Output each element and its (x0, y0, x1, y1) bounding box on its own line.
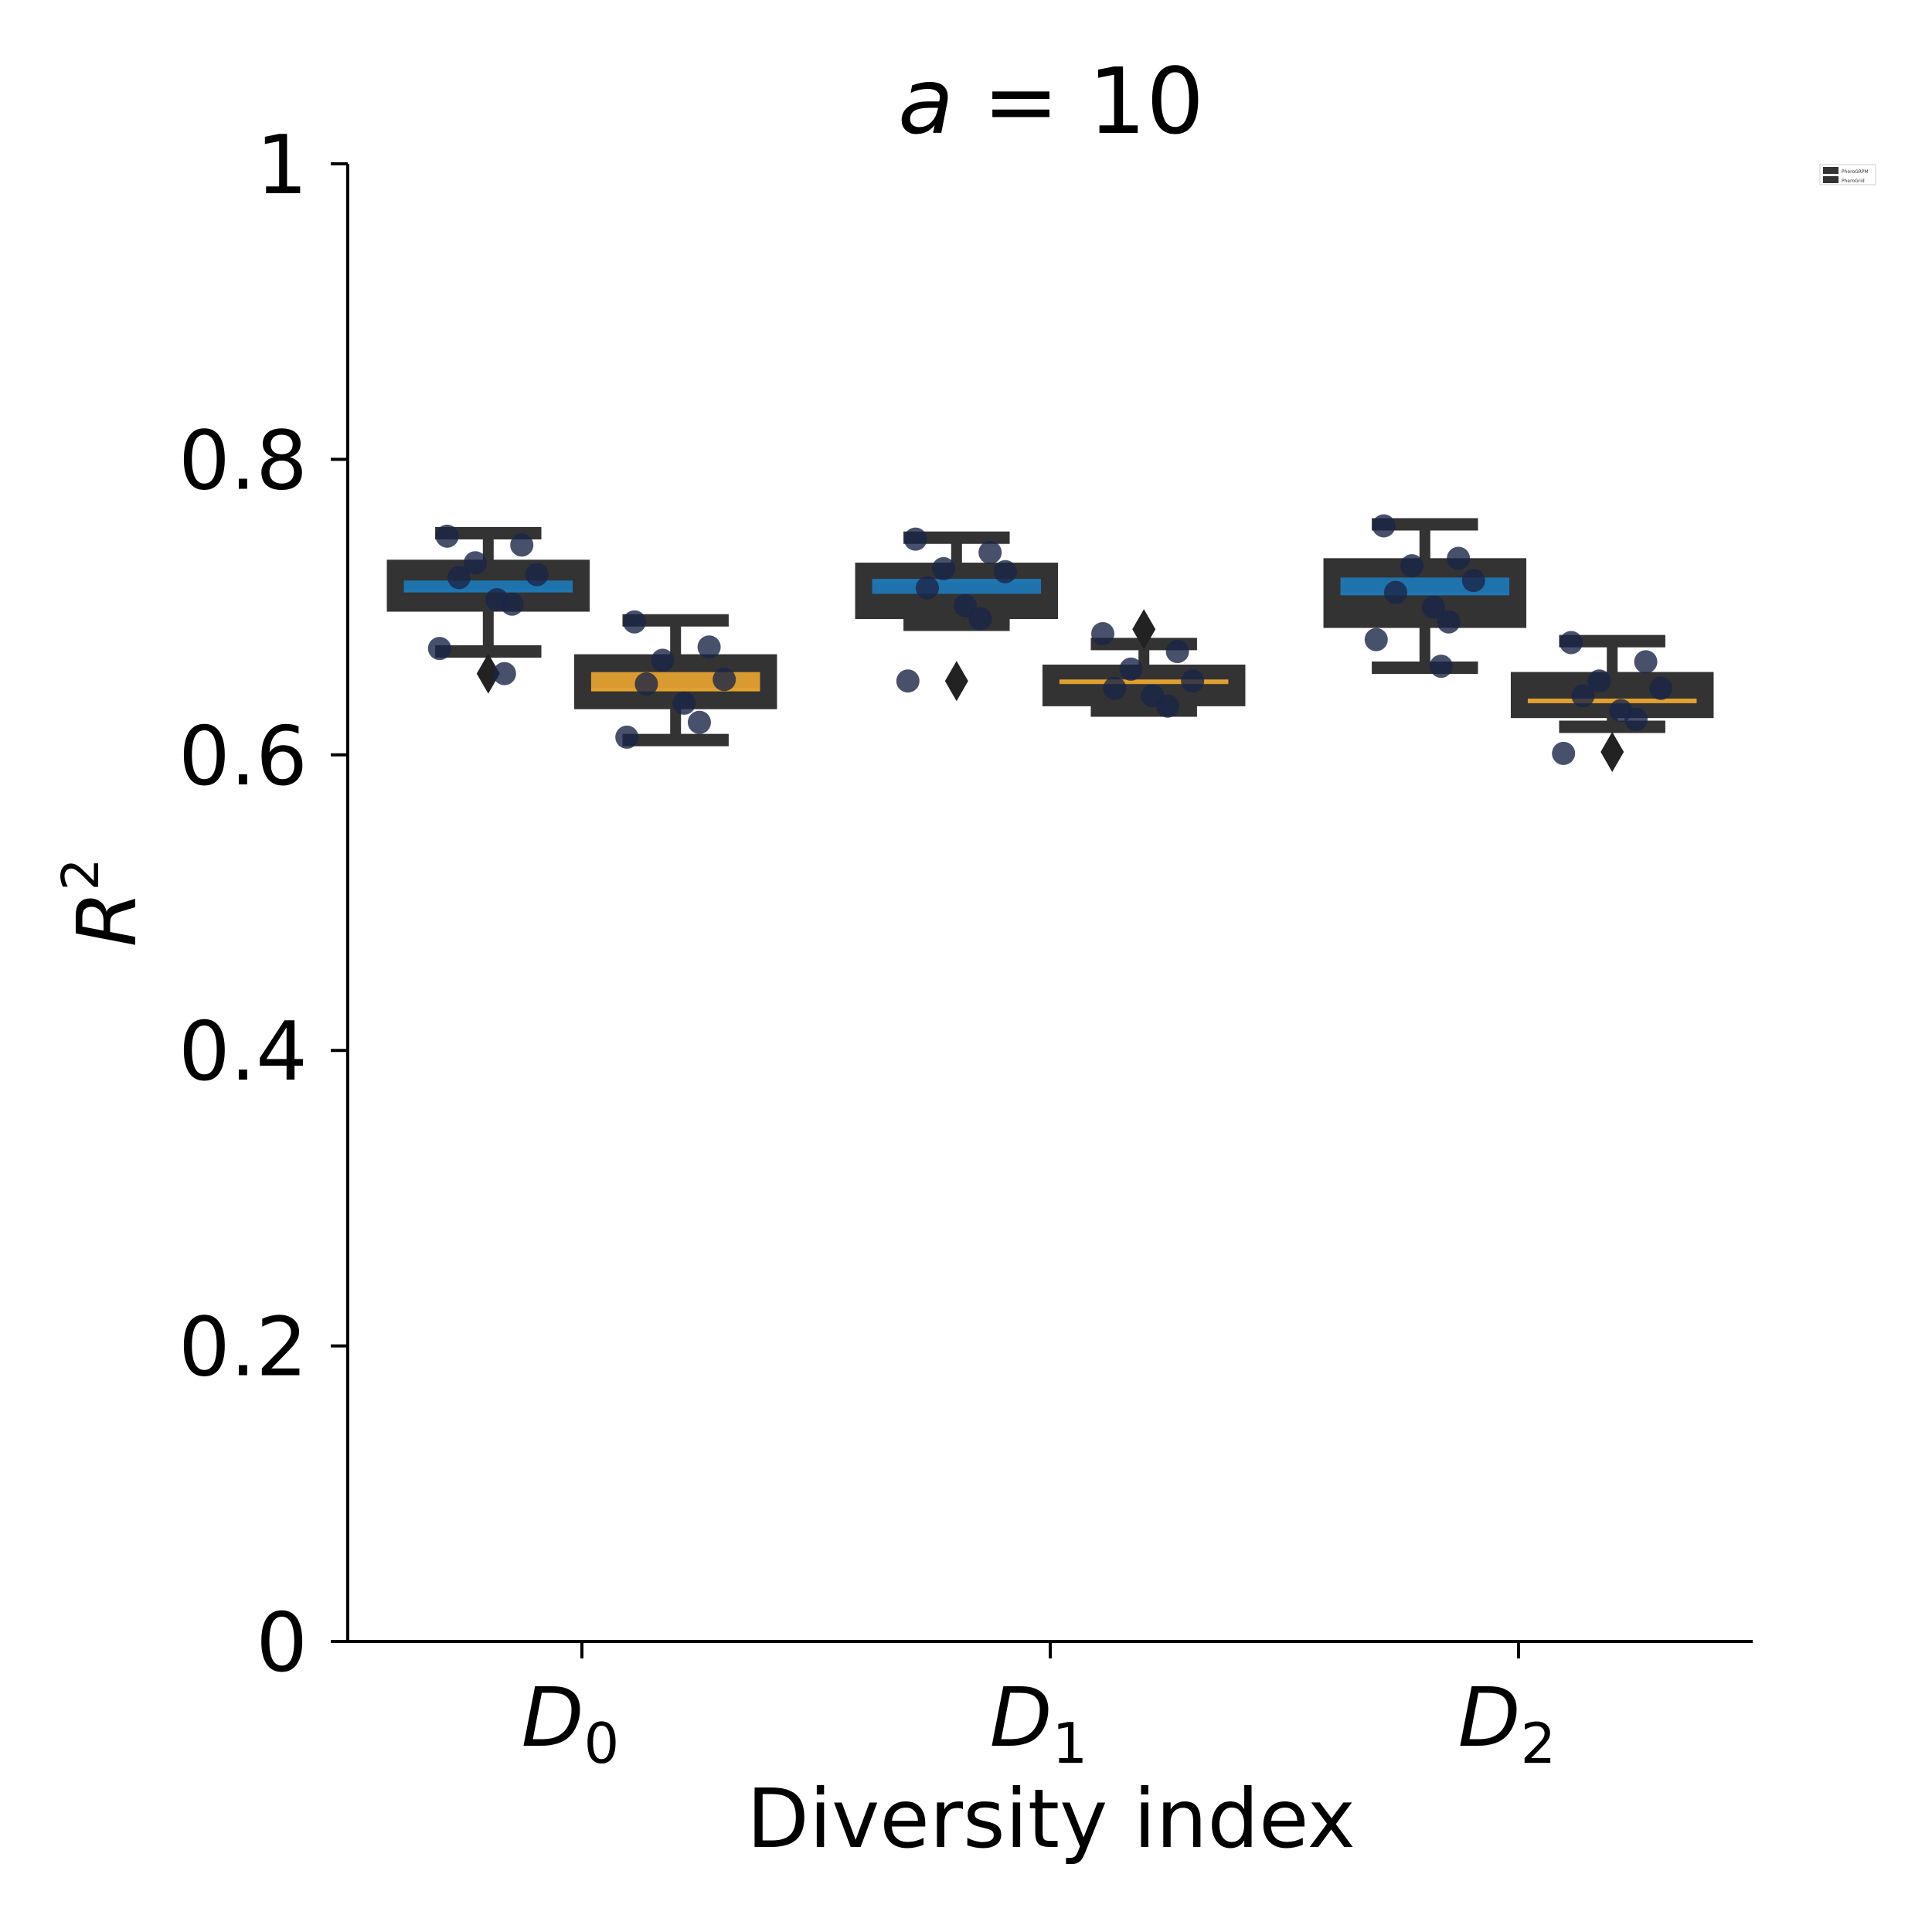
y-tick-label: 0 (256, 1596, 308, 1690)
data-point (953, 594, 977, 617)
chart-title: a = 10 (898, 48, 1204, 155)
box-median-band (403, 580, 573, 591)
data-point (435, 524, 459, 548)
data-point (932, 556, 956, 580)
legend-swatch-0 (1823, 167, 1838, 174)
data-point (1429, 655, 1453, 679)
data-point (1155, 694, 1179, 718)
data-point (1119, 657, 1143, 681)
data-point (1634, 650, 1658, 674)
box-group (1042, 609, 1246, 718)
data-point (1571, 684, 1595, 708)
y-axis-title-sup: 2 (51, 859, 111, 891)
y-axis-title-base: R (60, 891, 155, 947)
data-point (1372, 514, 1396, 538)
data-point (1552, 741, 1576, 765)
x-tick-label: D0 (522, 1671, 620, 1776)
y-tick-label: 1 (256, 118, 308, 213)
title-variable: a (898, 48, 954, 155)
data-point (1560, 631, 1583, 655)
title-operator: = (954, 48, 1088, 155)
data-point (713, 668, 736, 692)
data-point (1181, 669, 1205, 693)
y-axis-title: R2 (51, 859, 155, 947)
y-axis-ticks: 0 0.2 0.4 0.6 0.8 1 (179, 118, 348, 1690)
data-point (510, 533, 534, 557)
data-point (464, 551, 488, 575)
data-point (427, 637, 451, 661)
data-point (1091, 622, 1115, 646)
data-point (492, 662, 516, 685)
legend-label-1: PheroGrid (1842, 179, 1865, 184)
box-median-band (872, 580, 1042, 594)
data-point (1649, 676, 1673, 700)
data-point (1400, 554, 1424, 578)
box-group (386, 524, 590, 694)
data-point (634, 672, 658, 696)
data-point (500, 592, 524, 616)
data-point (651, 648, 675, 672)
data-point (687, 710, 711, 734)
data-point (1624, 707, 1648, 731)
box-group (1510, 631, 1714, 772)
data-point (1384, 580, 1408, 604)
y-tick-label: 0.4 (179, 1005, 308, 1099)
title-value: 10 (1088, 48, 1204, 155)
y-tick-label: 0.2 (179, 1301, 308, 1395)
data-point (978, 540, 1002, 564)
x-axis-title: Diversity index (747, 1772, 1355, 1866)
y-tick-label: 0.8 (179, 413, 308, 508)
x-tick-label: D2 (1458, 1671, 1556, 1776)
plot-area (386, 514, 1714, 772)
data-point (1103, 676, 1127, 700)
data-point (903, 527, 927, 551)
x-axis-ticks: D0 D1 D2 (522, 1641, 1556, 1776)
box-group (573, 610, 777, 749)
data-point (615, 725, 639, 749)
data-point (623, 610, 647, 634)
data-point (896, 669, 920, 693)
data-point (1461, 569, 1485, 593)
outlier-marker (1600, 731, 1624, 772)
data-point (447, 566, 471, 590)
outlier-marker (944, 661, 968, 702)
data-point (1165, 639, 1189, 663)
data-point (1364, 628, 1388, 651)
data-point (1447, 546, 1471, 570)
box-group (1323, 514, 1527, 679)
data-point (1437, 610, 1461, 634)
legend-swatch-1 (1823, 176, 1838, 183)
y-tick-label: 0.6 (179, 709, 308, 804)
outlier-marker (476, 653, 500, 694)
data-point (525, 563, 549, 587)
data-point (697, 635, 721, 659)
outlier-marker (1132, 609, 1156, 650)
data-point (672, 691, 696, 715)
legend-label-0: PheroGRPM (1842, 169, 1869, 175)
data-point (1421, 595, 1445, 619)
data-point (1587, 669, 1611, 693)
data-point (968, 607, 992, 631)
x-tick-label: D1 (990, 1671, 1088, 1776)
legend: PheroGRPM PheroGrid (1819, 164, 1876, 185)
data-point (993, 560, 1017, 583)
box-group (855, 527, 1059, 702)
data-point (916, 576, 940, 600)
